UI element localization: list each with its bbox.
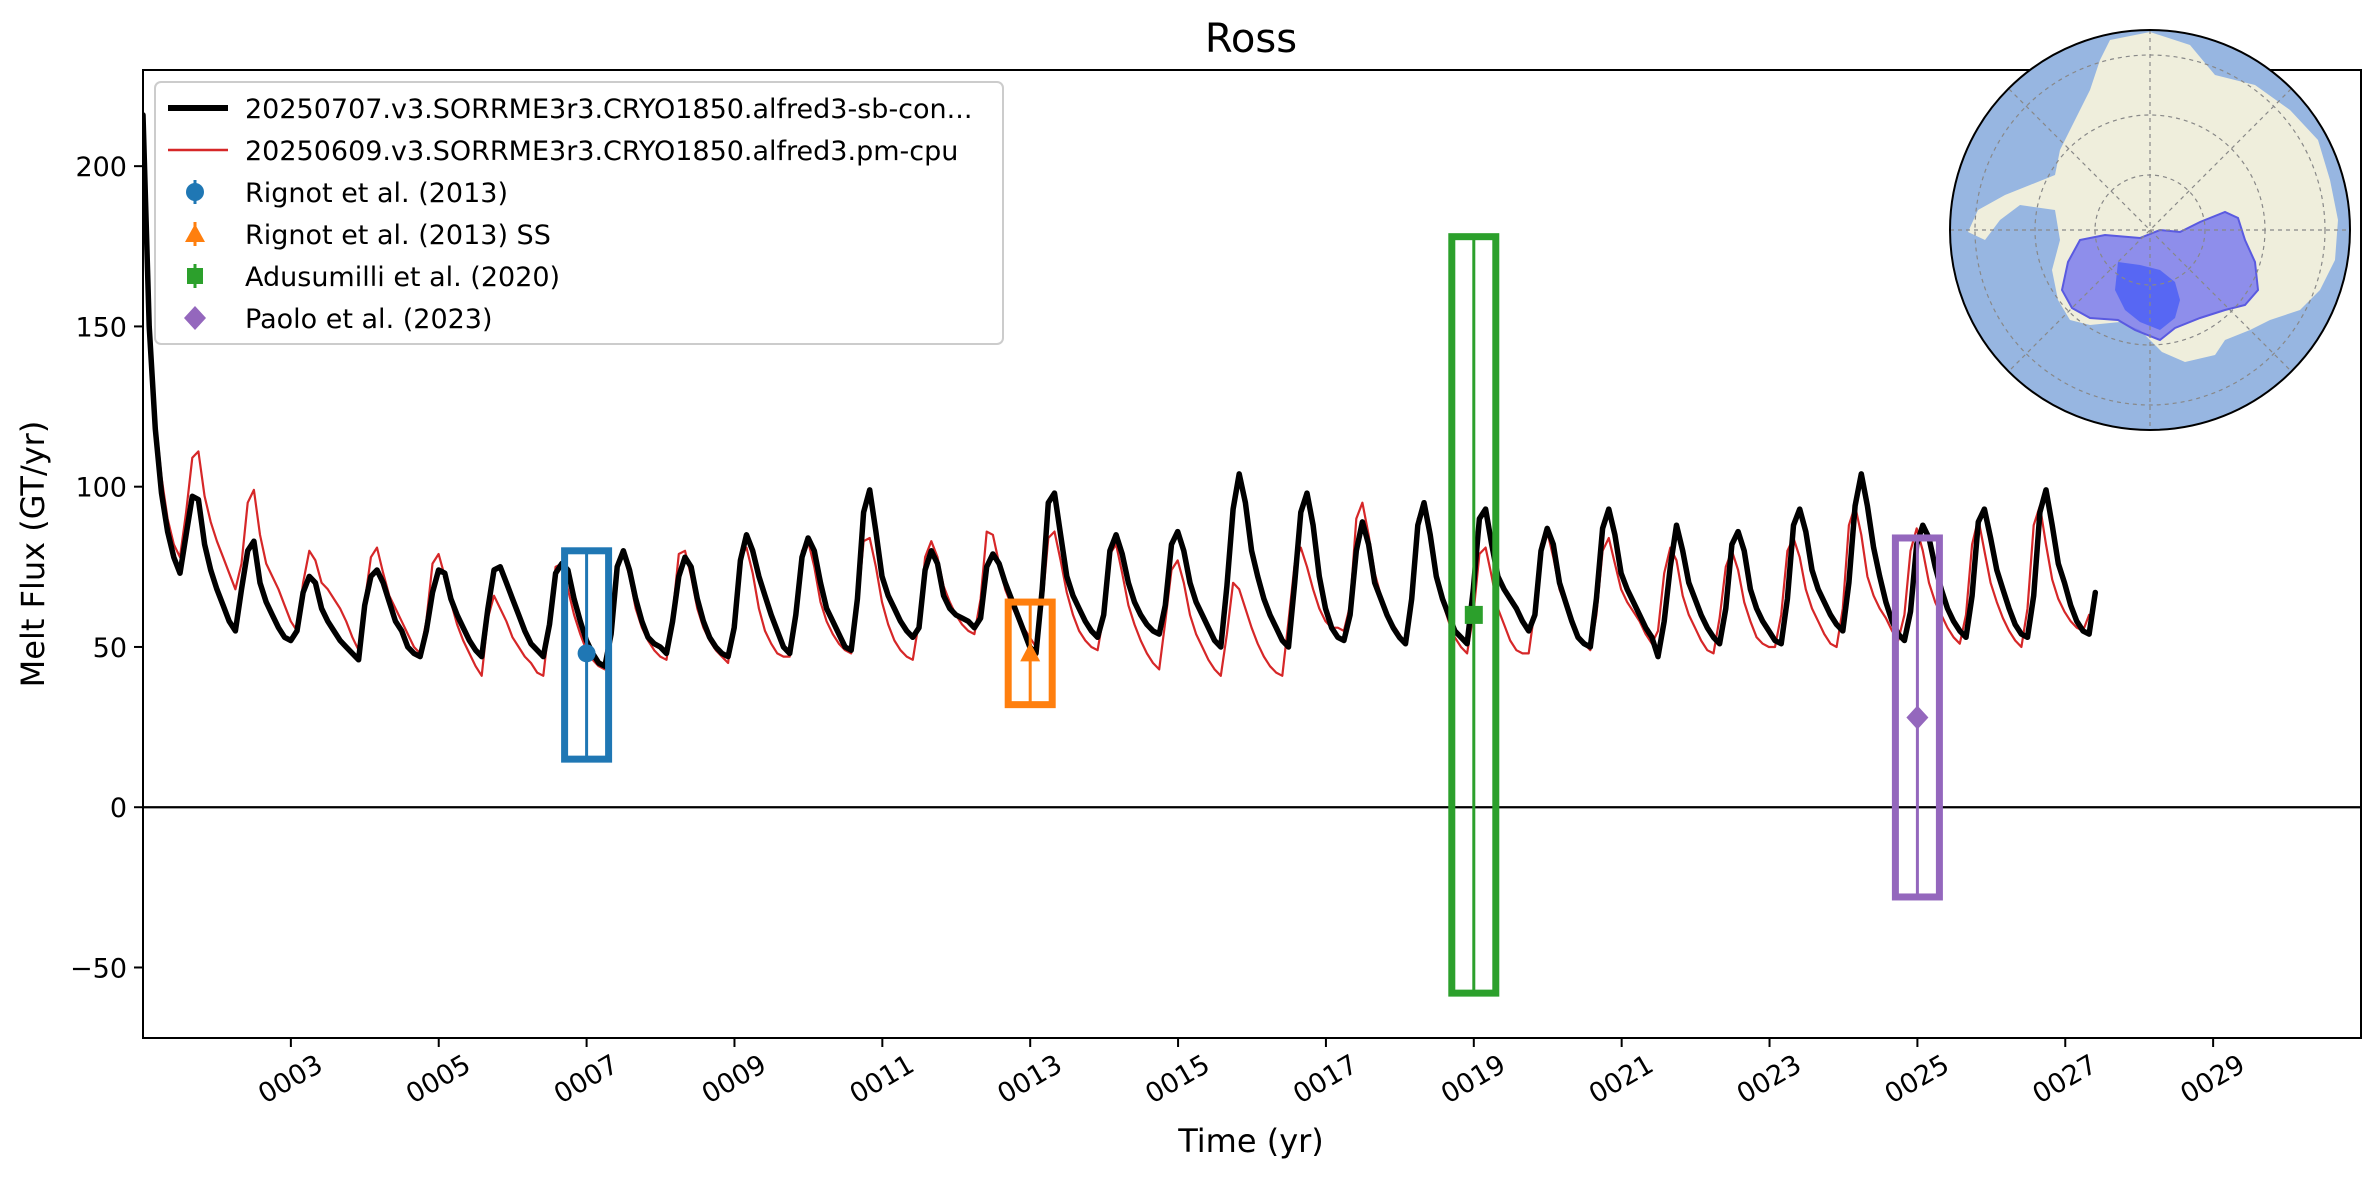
y-tick-label: 50 xyxy=(93,633,127,664)
legend-box xyxy=(154,81,1004,345)
y-tick-label: 0 xyxy=(110,793,127,824)
x-tick-label: 0011 xyxy=(845,1049,920,1110)
x-tick-label: 0017 xyxy=(1288,1049,1363,1110)
x-tick-label: 0027 xyxy=(2028,1049,2103,1110)
y-axis-label: Melt Flux (GT/yr) xyxy=(14,421,52,688)
y-tick-label: −50 xyxy=(70,953,127,984)
x-tick-label: 0003 xyxy=(253,1049,328,1110)
legend-label-rignot-2013: Rignot et al. (2013) xyxy=(245,178,508,209)
series-lines xyxy=(143,112,2099,677)
obs-marker-1 xyxy=(577,644,596,663)
legend-label-rignot-2013-ss: Rignot et al. (2013) SS xyxy=(245,220,551,251)
antarctica-polar-map-icon xyxy=(1949,29,2351,431)
y-tick-label: 150 xyxy=(75,312,127,343)
observation-boxes xyxy=(561,233,1943,997)
legend-label-adusumilli-2020: Adusumilli et al. (2020) xyxy=(245,262,560,293)
legend-marker-paolo-2023 xyxy=(184,306,206,330)
obs-marker-4 xyxy=(1906,705,1929,730)
x-tick-label: 0015 xyxy=(1140,1049,1215,1110)
x-tick-label: 0025 xyxy=(1880,1049,1955,1110)
x-tick-label: 0013 xyxy=(992,1049,1067,1110)
plot-frame xyxy=(142,69,2362,1039)
x-tick-label: 0005 xyxy=(401,1049,476,1110)
series-line-2 xyxy=(143,113,2091,677)
legend: 20250707.v3.SORRME3r3.CRYO1850.alfred3-s… xyxy=(154,81,1004,345)
inset-graticule xyxy=(1950,30,2350,430)
obs-marker-2 xyxy=(1020,642,1041,662)
x-tick-label: 0021 xyxy=(1584,1049,1659,1110)
legend-marker-adusumilli-2020 xyxy=(187,264,203,288)
y-tick-label: 200 xyxy=(75,152,127,183)
series-line-1 xyxy=(143,112,2099,669)
legend-marker-rignot-2013-ss xyxy=(185,222,205,246)
obs-marker-3 xyxy=(1464,605,1483,624)
legend-label-series-2: 20250609.v3.SORRME3r3.CRYO1850.alfred3.p… xyxy=(245,136,958,167)
legend-label-paolo-2023: Paolo et al. (2023) xyxy=(245,304,493,335)
x-tick-label: 0007 xyxy=(549,1049,624,1110)
legend-label-series-1: 20250707.v3.SORRME3r3.CRYO1850.alfred3-s… xyxy=(245,94,972,125)
x-tick-label: 0029 xyxy=(2175,1049,2250,1110)
inset-border xyxy=(1949,29,2351,431)
y-tick-label: 100 xyxy=(75,473,127,504)
x-tick-label: 0009 xyxy=(697,1049,772,1110)
chart-title: Ross xyxy=(1205,16,1297,62)
x-tick-label: 0023 xyxy=(1732,1049,1807,1110)
inset-ross-ice-shelf xyxy=(2115,262,2180,330)
legend-marker-rignot-2013 xyxy=(186,180,204,204)
x-axis-label: Time (yr) xyxy=(1177,1122,1324,1160)
x-tick-label: 0019 xyxy=(1436,1049,1511,1110)
